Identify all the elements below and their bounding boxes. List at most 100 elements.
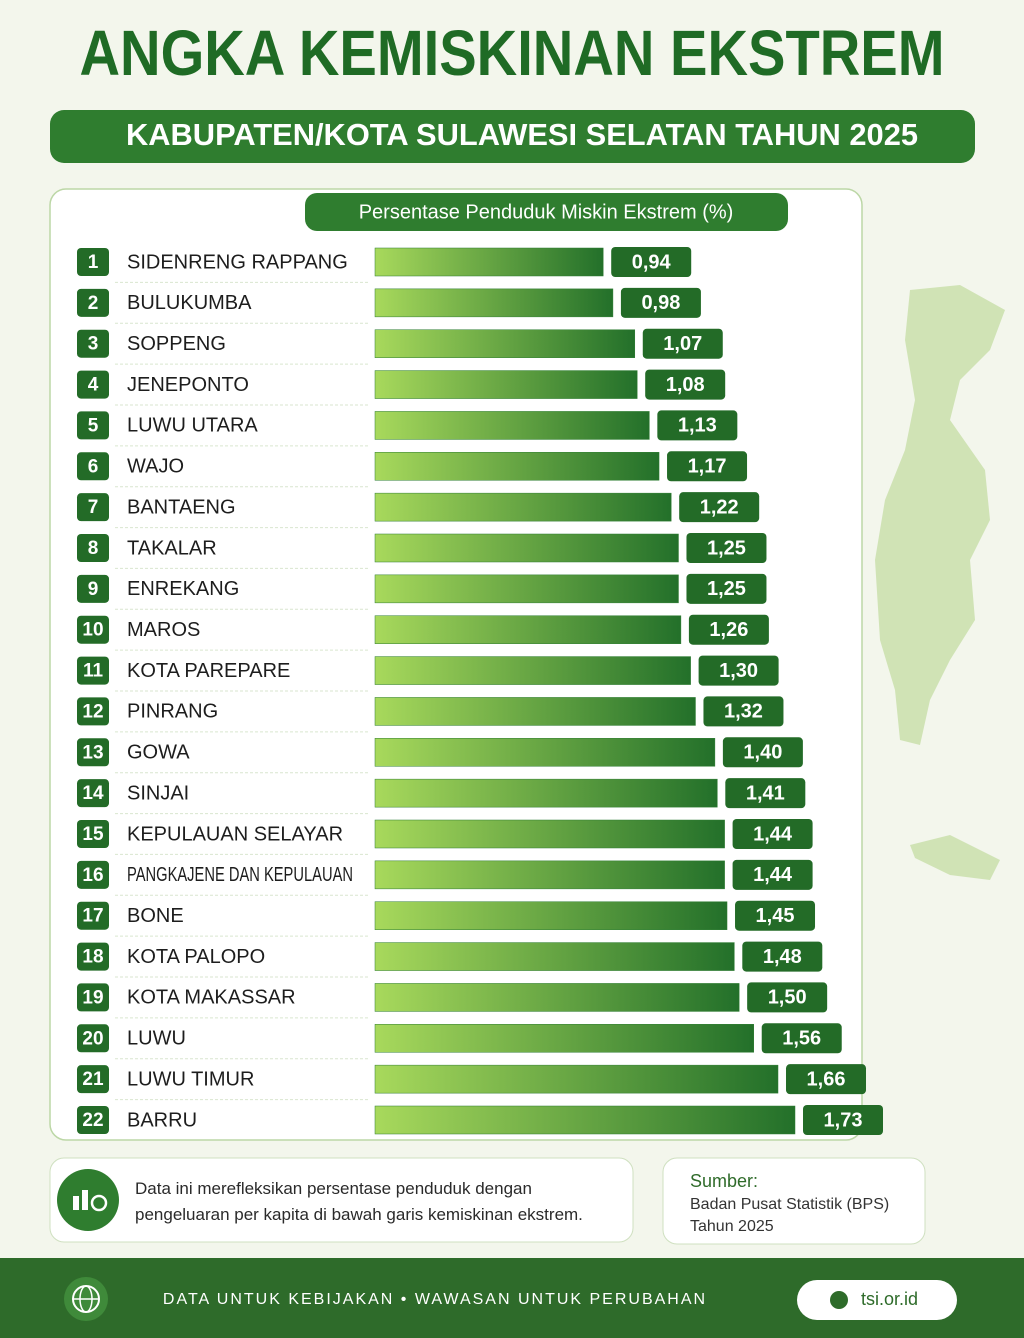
- rank: 14: [82, 783, 104, 804]
- rank: 21: [82, 1069, 104, 1090]
- rank: 19: [82, 987, 103, 1008]
- value-label-box: [786, 1064, 867, 1095]
- value-label-box: [703, 696, 784, 727]
- category-label: KOTA PALOPO: [127, 946, 265, 968]
- value-label-box: [722, 737, 803, 768]
- rank: 16: [82, 865, 103, 886]
- value-label-box: [732, 819, 813, 849]
- icon-bar: [73, 1196, 79, 1210]
- value-label-box: [686, 573, 767, 604]
- value-label: 1,40: [743, 742, 782, 764]
- source-label: Sumber:: [690, 1171, 758, 1191]
- value-label-box: [732, 859, 813, 890]
- rank-box: [77, 1065, 109, 1094]
- rank-box: [77, 860, 109, 889]
- value-label-box: [657, 410, 738, 441]
- category-label: KOTA MAKASSAR: [127, 987, 296, 1009]
- bar: [374, 288, 614, 318]
- website-pill[interactable]: [797, 1280, 957, 1320]
- bar: [374, 1064, 779, 1094]
- rank: 20: [82, 1028, 103, 1049]
- value-label: 0,98: [641, 292, 680, 314]
- rank: 4: [88, 375, 99, 396]
- category-label: ENREKANG: [127, 578, 239, 600]
- rank-box: [77, 370, 109, 399]
- value-label-box: [620, 287, 701, 318]
- category-label: KEPULAUAN SELAYAR: [127, 823, 343, 845]
- value-label: 1,26: [709, 619, 748, 641]
- rank-box: [77, 697, 109, 726]
- bar: [374, 492, 672, 522]
- category-label: BULUKUMBA: [127, 292, 252, 314]
- value-label: 1,73: [824, 1109, 863, 1131]
- rank-box: [77, 574, 109, 603]
- value-label: 1,41: [746, 782, 785, 804]
- rank: 12: [82, 701, 103, 722]
- bar: [374, 247, 604, 277]
- category-label: WAJO: [127, 456, 184, 478]
- rank: 2: [88, 293, 99, 314]
- category-label: LUWU: [127, 1028, 186, 1050]
- rank-box: [77, 1106, 109, 1134]
- rank: 5: [88, 415, 99, 436]
- title: ANGKA KEMISKINAN EKSTREM: [80, 17, 945, 89]
- note: Data ini merefleksikan persentase pendud…: [135, 1179, 583, 1224]
- category-label: LUWU TIMUR: [127, 1068, 254, 1090]
- rank: 10: [82, 620, 103, 641]
- value-label-box: [686, 533, 767, 563]
- website[interactable]: tsi.or.id: [861, 1289, 918, 1309]
- icon-lens: [90, 1194, 108, 1212]
- bar: [374, 1105, 796, 1135]
- value-label-box: [803, 1105, 883, 1135]
- value-label: 1,08: [666, 374, 705, 396]
- category-label: PANGKAJENE DAN KEPULAUAN: [127, 864, 353, 886]
- value-label: 1,25: [707, 537, 746, 559]
- value-label-box: [679, 492, 760, 523]
- rank-box: [77, 493, 109, 522]
- rank-box: [77, 779, 109, 808]
- rank: 15: [82, 824, 104, 845]
- bar: [374, 329, 636, 358]
- bar: [374, 615, 682, 644]
- value-label: 1,22: [700, 496, 739, 518]
- value-label-box: [761, 1023, 842, 1054]
- value-label-box: [667, 451, 748, 482]
- link-icon: [830, 1291, 848, 1309]
- value-title: Persentase Penduduk Miskin Ekstrem (%): [359, 201, 734, 223]
- value-label-box: [747, 982, 828, 1013]
- bar: [374, 778, 718, 808]
- bar: [374, 738, 716, 767]
- rank-box: [77, 615, 109, 644]
- value-label: 1,48: [763, 946, 802, 968]
- rank: 13: [82, 742, 103, 763]
- value-label: 1,50: [768, 987, 807, 1009]
- category-label: MAROS: [127, 619, 200, 641]
- source-year: Tahun 2025: [690, 1218, 774, 1235]
- bar: [374, 1024, 754, 1053]
- value-label-box: [611, 247, 692, 277]
- rank: 11: [83, 661, 104, 682]
- value-label-box: [735, 900, 816, 931]
- rank-box: [77, 411, 109, 440]
- category-label: LUWU UTARA: [127, 415, 258, 437]
- rank-box: [77, 248, 109, 276]
- value-label: 1,44: [753, 823, 793, 845]
- value-label-box: [688, 614, 769, 645]
- rank-box: [77, 738, 109, 767]
- category-label: SIDENRENG RAPPANG: [127, 251, 348, 273]
- rank: 22: [82, 1110, 103, 1131]
- category-label: TAKALAR: [127, 537, 217, 559]
- rank: 17: [82, 906, 103, 927]
- value-label: 1,07: [663, 333, 702, 355]
- value-label: 1,13: [678, 415, 717, 437]
- bar: [374, 901, 728, 930]
- rank-box: [77, 452, 109, 481]
- category-label: KOTA PAREPARE: [127, 660, 290, 682]
- rank: 1: [88, 252, 99, 273]
- category-label: JENEPONTO: [127, 374, 249, 396]
- value-label: 1,32: [724, 701, 763, 723]
- value-header: [305, 193, 788, 231]
- category-label: BONE: [127, 905, 184, 927]
- map-shape: [910, 835, 1000, 880]
